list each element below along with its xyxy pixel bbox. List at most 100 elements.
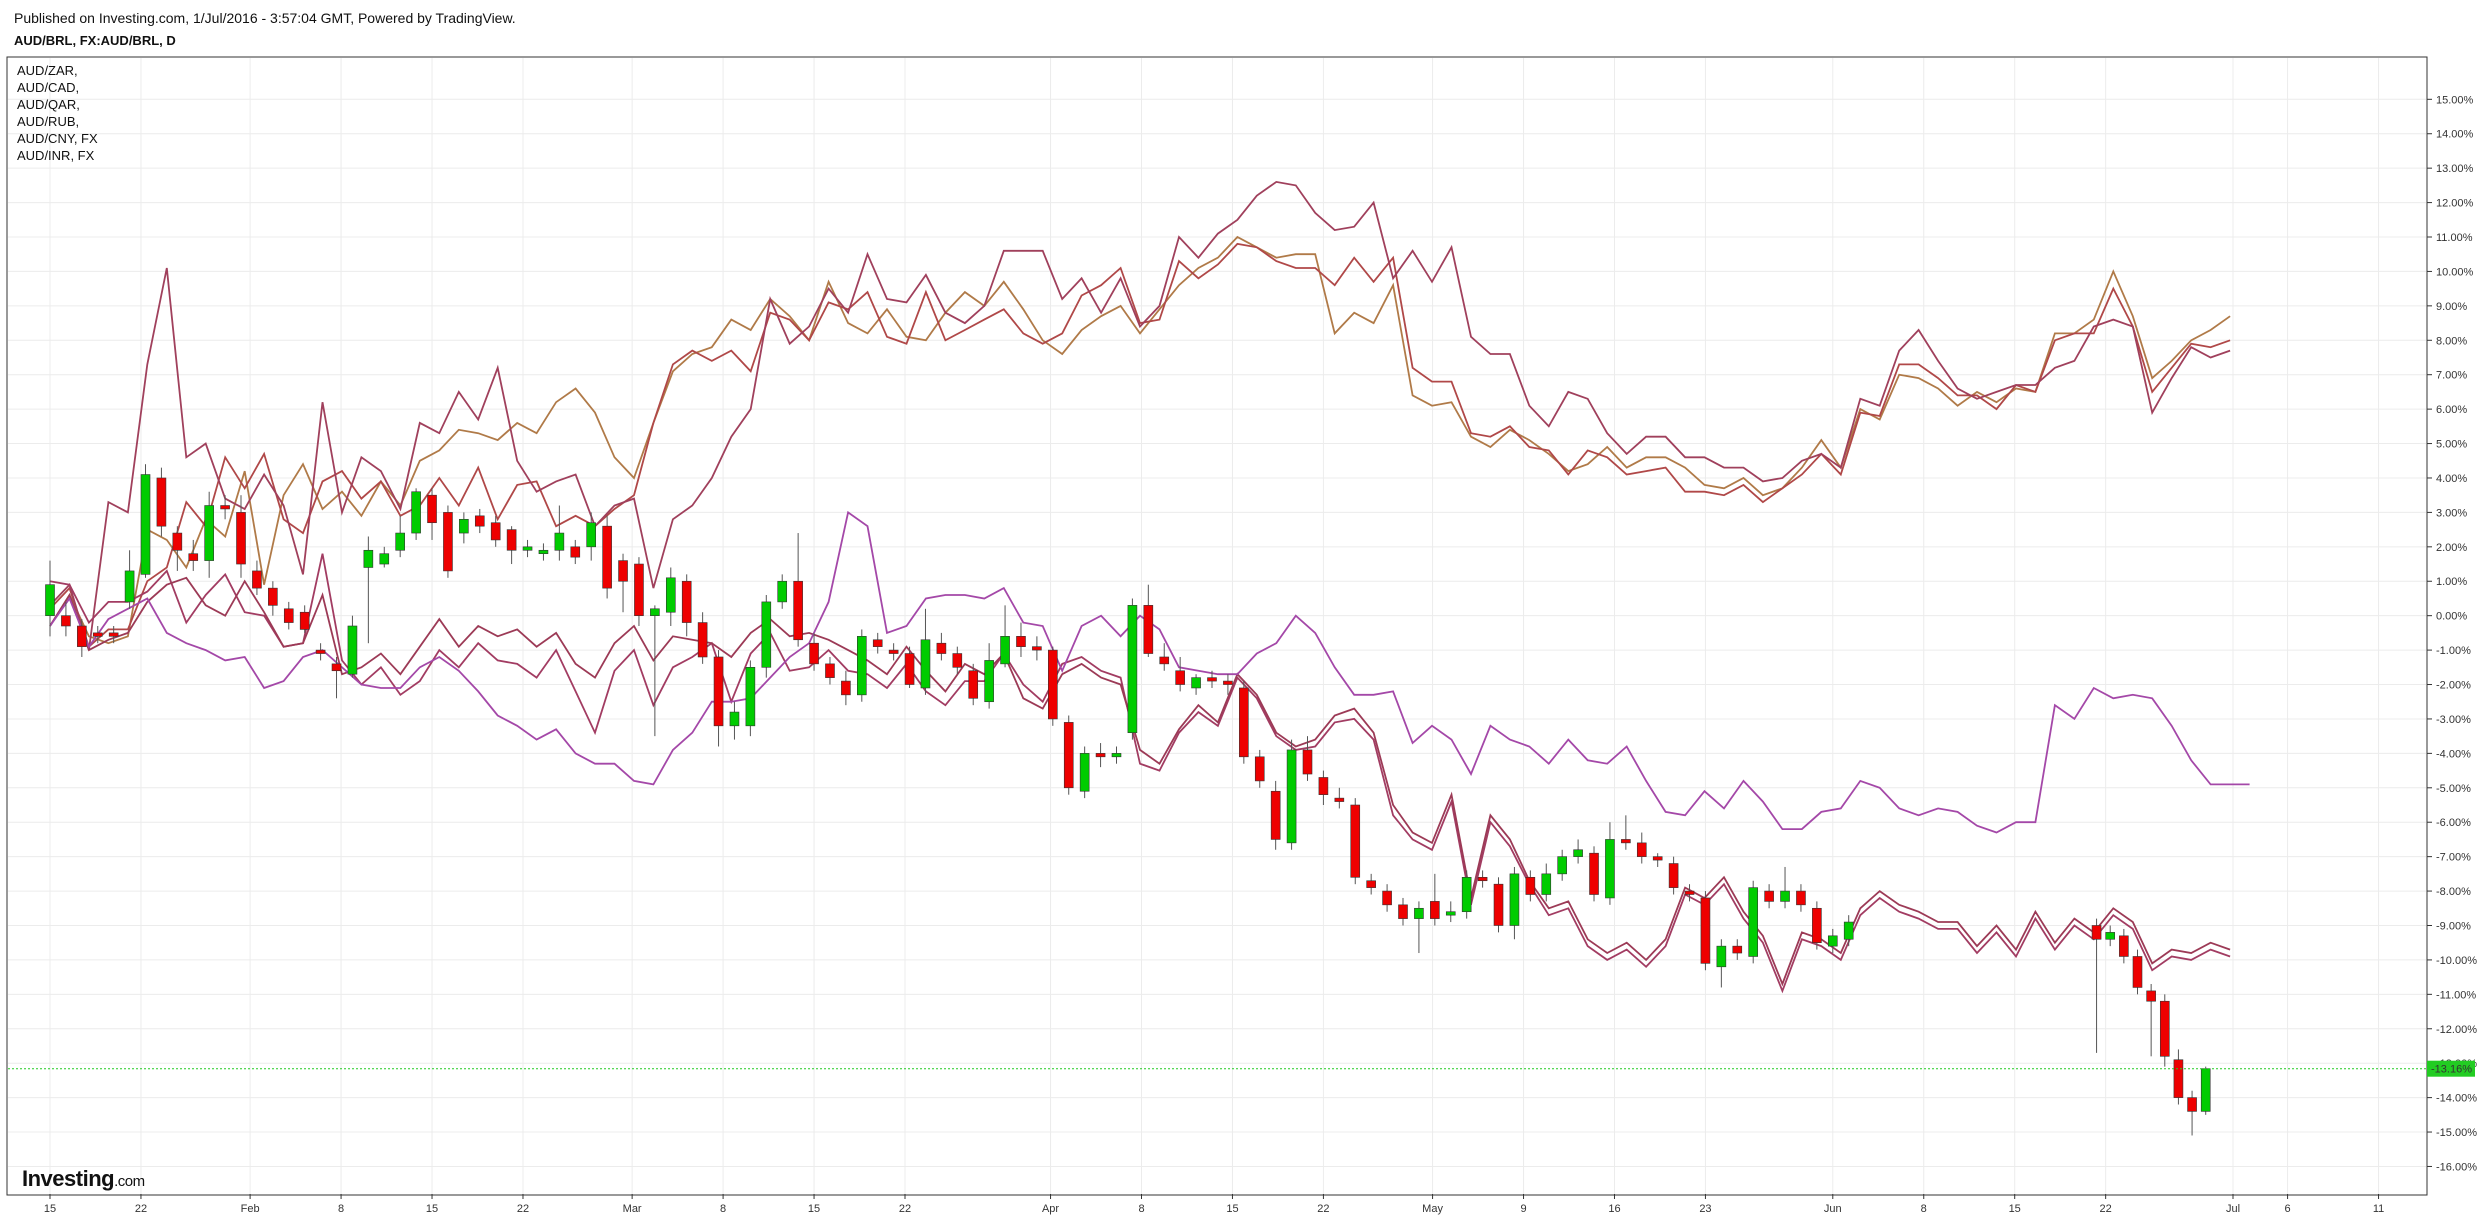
- candle[interactable]: [1541, 863, 1552, 902]
- candle[interactable]: [1318, 770, 1329, 806]
- candle[interactable]: [2187, 1090, 2197, 1136]
- legend-item[interactable]: AUD/RUB,: [17, 114, 80, 129]
- candle[interactable]: [777, 574, 788, 609]
- candle[interactable]: [522, 539, 533, 558]
- candle[interactable]: [841, 670, 851, 706]
- candle[interactable]: [1048, 646, 1058, 726]
- candle[interactable]: [1605, 822, 1615, 905]
- candle[interactable]: [1636, 832, 1647, 864]
- candle[interactable]: [761, 595, 772, 678]
- candle[interactable]: [363, 536, 374, 644]
- candle[interactable]: [2159, 994, 2170, 1067]
- candle[interactable]: [697, 612, 708, 664]
- candle[interactable]: [2146, 984, 2156, 1057]
- candle[interactable]: [857, 629, 867, 702]
- candle[interactable]: [140, 464, 151, 578]
- candle[interactable]: [108, 626, 119, 644]
- candle[interactable]: [252, 560, 262, 596]
- candle[interactable]: [236, 495, 246, 578]
- candle[interactable]: [1016, 622, 1026, 657]
- candle[interactable]: [1589, 846, 1599, 902]
- candle[interactable]: [1764, 884, 1774, 909]
- candle[interactable]: [1063, 715, 1074, 795]
- candle[interactable]: [1398, 897, 1408, 926]
- candle[interactable]: [411, 488, 421, 540]
- legend-item[interactable]: AUD/INR, FX: [17, 148, 95, 163]
- candle[interactable]: [443, 505, 453, 578]
- candle[interactable]: [1032, 636, 1042, 661]
- candle[interactable]: [506, 526, 517, 565]
- candle[interactable]: [459, 512, 469, 544]
- candle[interactable]: [1223, 674, 1233, 695]
- candle[interactable]: [1175, 656, 1185, 692]
- legend-item[interactable]: AUD/CNY, FX: [17, 131, 98, 146]
- legend-item[interactable]: AUD/CAD,: [17, 80, 80, 95]
- candle[interactable]: [395, 515, 405, 558]
- candle[interactable]: [220, 495, 230, 520]
- candle[interactable]: [427, 488, 437, 540]
- candle[interactable]: [634, 557, 644, 626]
- candle[interactable]: [1270, 780, 1281, 850]
- candle[interactable]: [2105, 925, 2116, 947]
- candle[interactable]: [1382, 884, 1392, 912]
- candle[interactable]: [665, 567, 676, 626]
- candle[interactable]: [1827, 928, 1838, 954]
- candle[interactable]: [952, 646, 963, 675]
- candle[interactable]: [1716, 939, 1727, 988]
- candle[interactable]: [745, 660, 756, 737]
- candle[interactable]: [1191, 674, 1201, 695]
- candle[interactable]: [713, 650, 724, 747]
- candle[interactable]: [2173, 1049, 2184, 1105]
- candle[interactable]: [124, 550, 135, 609]
- candle[interactable]: [2091, 918, 2102, 1053]
- candle[interactable]: [1286, 739, 1297, 850]
- candle[interactable]: [1493, 877, 1504, 933]
- candle[interactable]: [2132, 949, 2143, 995]
- candle[interactable]: [984, 643, 994, 709]
- candle[interactable]: [1254, 749, 1265, 788]
- candle[interactable]: [61, 601, 71, 637]
- candle[interactable]: [1509, 866, 1520, 940]
- candle[interactable]: [156, 467, 167, 537]
- candle[interactable]: [1652, 853, 1663, 867]
- candle[interactable]: [618, 553, 628, 613]
- candle[interactable]: [2119, 928, 2129, 964]
- candle[interactable]: [729, 701, 740, 740]
- candle[interactable]: [1732, 939, 1743, 960]
- candle[interactable]: [936, 632, 947, 661]
- candle[interactable]: [379, 546, 390, 568]
- candle[interactable]: [299, 605, 310, 633]
- candle[interactable]: [1430, 873, 1440, 926]
- candle[interactable]: [1668, 856, 1679, 895]
- candle[interactable]: [602, 515, 612, 599]
- candle[interactable]: [1095, 743, 1106, 768]
- candle[interactable]: [1748, 880, 1758, 964]
- candle[interactable]: [1780, 866, 1790, 909]
- candle[interactable]: [1445, 901, 1456, 923]
- candle[interactable]: [1461, 870, 1472, 919]
- candle[interactable]: [1302, 736, 1313, 781]
- candle[interactable]: [1159, 643, 1170, 671]
- candle[interactable]: [904, 646, 915, 688]
- candle[interactable]: [554, 505, 565, 561]
- candle[interactable]: [188, 539, 199, 571]
- candle[interactable]: [172, 526, 183, 571]
- candle[interactable]: [1079, 746, 1090, 799]
- candle[interactable]: [1684, 884, 1695, 902]
- candle[interactable]: [1414, 901, 1424, 954]
- candle[interactable]: [681, 574, 692, 637]
- candle[interactable]: [968, 663, 979, 706]
- candle[interactable]: [538, 543, 549, 561]
- candle[interactable]: [283, 601, 294, 630]
- candle[interactable]: [1143, 584, 1154, 657]
- candle[interactable]: [1812, 901, 1822, 950]
- candle[interactable]: [1350, 798, 1361, 885]
- candle[interactable]: [1525, 870, 1536, 902]
- candle[interactable]: [315, 643, 326, 661]
- candle[interactable]: [825, 656, 835, 685]
- candle[interactable]: [474, 508, 485, 534]
- candle[interactable]: [872, 632, 883, 654]
- candle[interactable]: [1477, 870, 1488, 888]
- candle[interactable]: [77, 619, 87, 657]
- candle[interactable]: [809, 632, 819, 671]
